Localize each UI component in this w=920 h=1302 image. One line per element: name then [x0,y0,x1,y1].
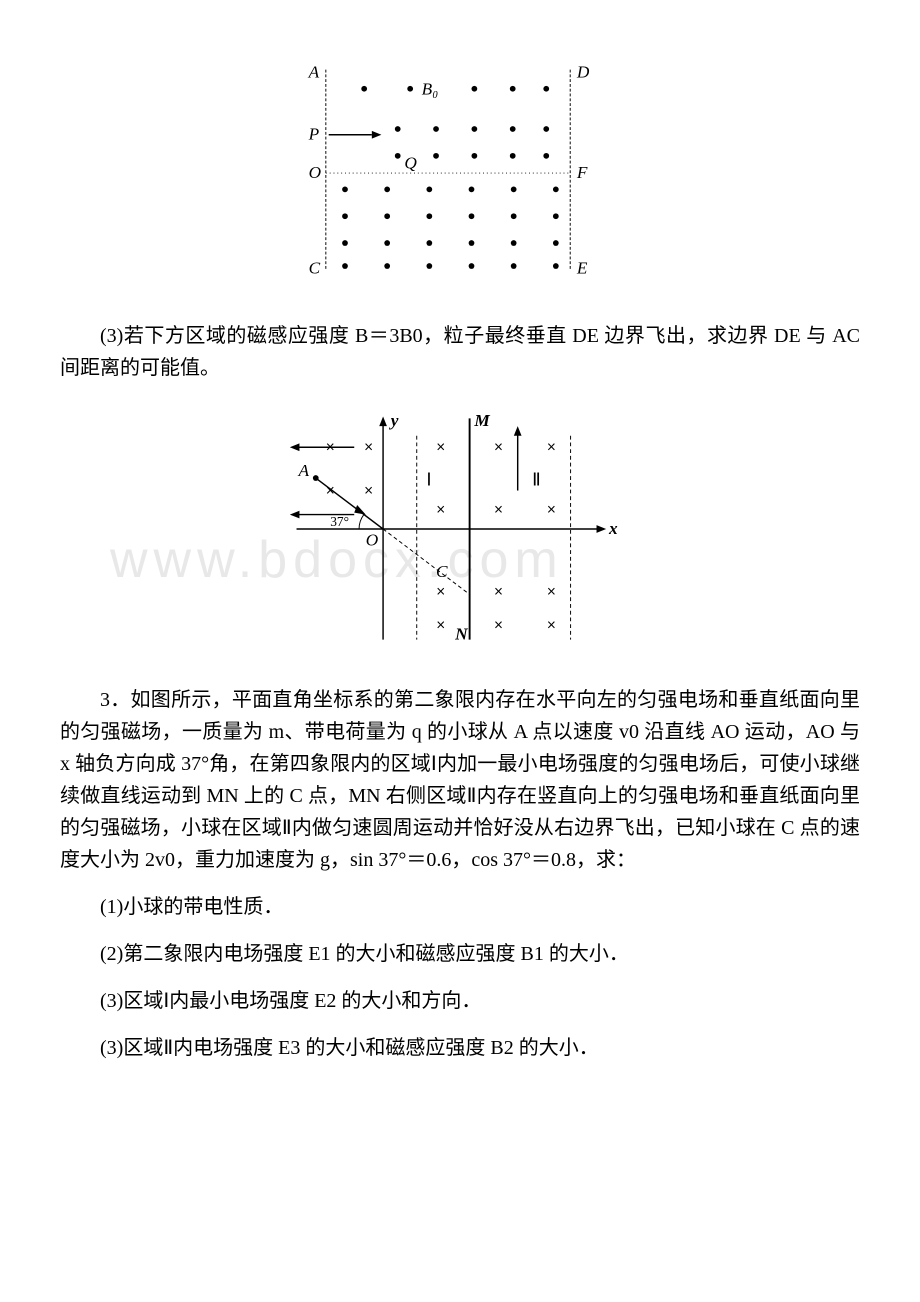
label-M: M [473,411,490,430]
label-O2: O [366,530,379,549]
svg-text:×: × [494,502,503,519]
label-x: x [608,519,618,538]
svg-text:×: × [436,617,445,634]
label-I: Ⅰ [426,471,431,490]
svg-text:×: × [494,617,503,634]
label-C2: C [436,562,448,581]
page-wrap: { "figure1": { "type": "diagram", "width… [60,60,860,1064]
svg-text:×: × [326,439,335,456]
label-B0: B₀ [422,80,439,99]
label-y: y [389,411,399,430]
label-A: A [308,62,320,81]
question-item-3: (3)区域Ⅰ内最小电场强度 E2 的大小和方向． [60,985,860,1017]
svg-text:×: × [494,583,503,600]
figure-2: www.bdocx.com ×× ×× [60,404,860,654]
figure-1: A D P B₀ O Q F C E [60,60,860,290]
label-A2: A [297,461,309,480]
svg-text:×: × [436,439,445,456]
label-P: P [308,125,320,144]
label-37: 37° [330,514,349,529]
svg-text:×: × [364,482,373,499]
question-item-2: (2)第二象限内电场强度 E1 的大小和磁感应强度 B1 的大小． [60,938,860,970]
svg-text:×: × [364,439,373,456]
svg-text:×: × [547,502,556,519]
question-item-4: (3)区域Ⅱ内电场强度 E3 的大小和磁感应强度 B2 的大小． [60,1032,860,1064]
problem-3-intro: 3．如图所示，平面直角坐标系的第二象限内存在水平向左的匀强电场和垂直纸面向里的匀… [60,684,860,876]
label-Q: Q [404,153,417,172]
label-II: Ⅱ [532,471,541,490]
question-item-1: (1)小球的带电性质． [60,891,860,923]
label-O: O [309,163,322,182]
svg-text:×: × [547,617,556,634]
figure-2-svg: ×× ×× ×× ×× ×× ×× ×× ×× A y M Ⅰ Ⅱ 37° O … [280,404,640,654]
label-E: E [576,259,588,278]
svg-text:×: × [547,439,556,456]
svg-text:×: × [326,482,335,499]
label-D: D [576,62,590,81]
figure-1-svg: A D P B₀ O Q F C E [290,60,630,290]
svg-text:×: × [547,583,556,600]
svg-text:×: × [494,439,503,456]
question-3: (3)若下方区域的磁感应强度 B＝3B0，粒子最终垂直 DE 边界飞出，求边界 … [60,320,860,384]
svg-text:×: × [436,583,445,600]
label-N: N [454,625,468,644]
label-F: F [576,163,588,182]
svg-text:×: × [436,502,445,519]
label-C: C [309,259,321,278]
